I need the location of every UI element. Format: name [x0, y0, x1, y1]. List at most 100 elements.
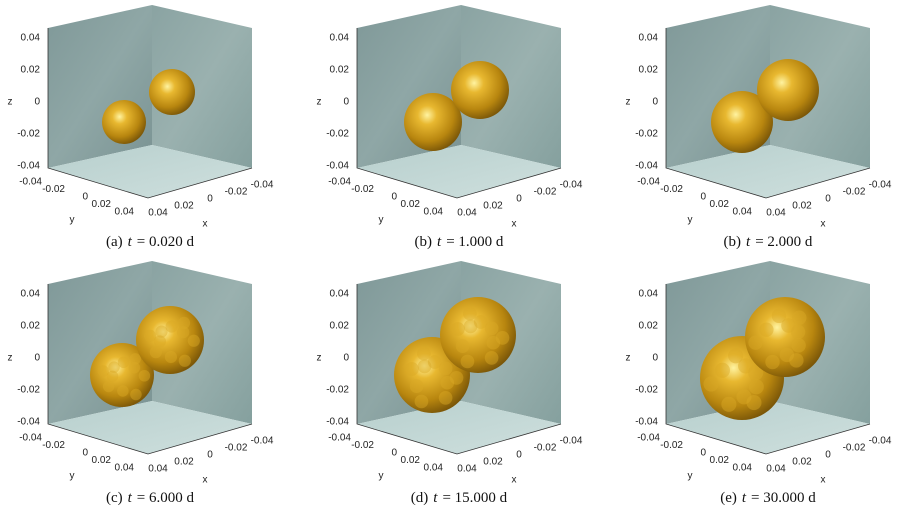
texture: [749, 379, 764, 394]
x-tick-label: -0.02: [843, 443, 866, 454]
texture: [417, 347, 431, 361]
texture: [704, 376, 719, 391]
y-tick-label: 0.04: [115, 463, 135, 474]
y-tick-label: -0.02: [660, 184, 683, 195]
y-tick-label: 0: [82, 192, 88, 203]
x-tick-label: 0.02: [174, 201, 194, 212]
z-tick-label: -0.02: [635, 385, 658, 396]
x-tick-label: -0.04: [251, 180, 274, 191]
x-tick-label: -0.04: [560, 180, 583, 191]
texture: [439, 391, 453, 405]
x-tick-label: -0.02: [225, 187, 248, 198]
y-tick-label: -0.02: [660, 440, 683, 451]
z-tick-label: -0.02: [17, 129, 40, 140]
y-tick-label: -0.04: [19, 433, 42, 444]
caption-value: = 30.000 d: [751, 490, 816, 506]
z-tick-label: 0.04: [330, 289, 350, 300]
texture: [772, 309, 786, 323]
texture: [130, 389, 142, 401]
z-tick-label: 0: [343, 97, 349, 108]
caption-label: (c): [106, 490, 123, 506]
y-tick-label: 0: [391, 192, 397, 203]
texture: [179, 355, 191, 367]
particle: [451, 61, 509, 119]
y-axis-label: y: [379, 471, 384, 482]
x-axis-label: x: [512, 475, 517, 486]
caption-label: (a): [106, 234, 123, 250]
caption-label: (b): [415, 234, 433, 250]
caption: (d)t= 15.000 d: [411, 490, 508, 506]
z-tick-label: 0.02: [639, 65, 659, 76]
texture: [166, 320, 178, 332]
x-tick-label: -0.02: [843, 187, 866, 198]
x-tick-label: 0.04: [766, 208, 786, 219]
texture: [129, 362, 141, 374]
z-axis-label: z: [8, 97, 13, 108]
z-tick-label: -0.04: [635, 161, 658, 172]
texture: [144, 330, 156, 342]
y-tick-label: -0.04: [19, 177, 42, 188]
texture: [485, 322, 499, 336]
texture: [150, 346, 162, 358]
texture: [721, 397, 736, 412]
x-tick-label: 0: [825, 450, 831, 461]
texture: [461, 355, 475, 369]
y-tick-label: -0.02: [42, 440, 65, 451]
x-tick-label: 0.02: [174, 457, 194, 468]
z-tick-label: -0.04: [17, 417, 40, 428]
texture: [748, 335, 762, 349]
x-tick-label: -0.02: [225, 443, 248, 454]
texture: [410, 379, 424, 393]
x-tick-label: 0.02: [483, 457, 503, 468]
caption-label: (d): [411, 490, 429, 506]
texture: [103, 381, 115, 393]
panel: 0.040.020-0.02-0.04z-0.04-0.0200.020.04y…: [626, 5, 892, 250]
z-axis-label: z: [317, 97, 322, 108]
texture: [736, 389, 751, 404]
y-tick-label: 0.04: [424, 207, 444, 218]
particle: [404, 93, 462, 151]
z-tick-label: 0: [652, 353, 658, 364]
z-tick-label: 0.04: [639, 289, 659, 300]
y-tick-label: 0: [700, 192, 706, 203]
y-tick-label: -0.02: [42, 184, 65, 195]
caption-label: (e): [720, 490, 737, 506]
texture: [97, 365, 109, 377]
y-tick-label: -0.04: [637, 433, 660, 444]
y-tick-label: -0.04: [328, 433, 351, 444]
y-tick-label: -0.02: [351, 440, 374, 451]
texture: [139, 370, 151, 382]
texture: [791, 338, 805, 352]
caption-value: = 15.000 d: [442, 490, 507, 506]
z-tick-label: 0.04: [21, 33, 41, 44]
caption-symbol: t: [128, 234, 133, 250]
x-tick-label: 0: [207, 194, 213, 205]
x-tick-label: 0.04: [457, 208, 477, 219]
panel: 0.040.020-0.02-0.04z-0.04-0.0200.020.04y…: [317, 261, 583, 506]
caption: (e)t= 30.000 d: [720, 490, 816, 506]
z-axis-label: z: [317, 353, 322, 364]
x-tick-label: 0: [825, 194, 831, 205]
texture: [759, 322, 773, 336]
x-axis-label: x: [203, 475, 208, 486]
particle: [149, 69, 195, 115]
caption-label: (b): [724, 234, 742, 250]
texture: [485, 351, 499, 365]
y-tick-label: 0.04: [424, 463, 444, 474]
y-tick-label: 0: [82, 448, 88, 459]
x-tick-label: -0.04: [560, 436, 583, 447]
texture: [728, 348, 743, 363]
y-tick-label: 0.02: [92, 455, 112, 466]
y-axis-label: y: [70, 215, 75, 226]
x-tick-label: 0: [207, 450, 213, 461]
texture: [451, 322, 465, 336]
caption: (b)t= 2.000 d: [724, 234, 813, 250]
y-tick-label: -0.04: [637, 177, 660, 188]
y-tick-label: -0.04: [328, 177, 351, 188]
z-tick-label: 0: [34, 353, 40, 364]
panel: 0.040.020-0.02-0.04z-0.04-0.0200.020.04y…: [626, 261, 892, 506]
caption-symbol: t: [437, 234, 442, 250]
x-tick-label: -0.04: [869, 436, 892, 447]
texture: [440, 376, 454, 390]
z-tick-label: -0.04: [326, 417, 349, 428]
